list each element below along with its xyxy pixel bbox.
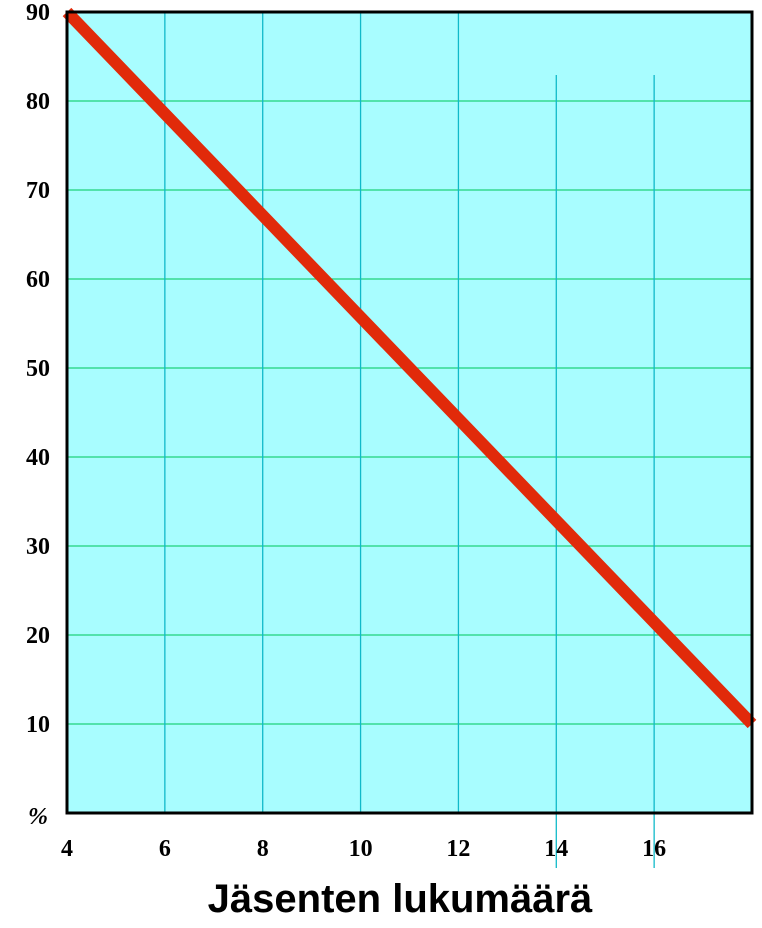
y-tick-label-20: 20 [26,623,50,649]
x-tick-label-14: 14 [544,836,568,862]
y-tick-label-70: 70 [26,178,50,204]
x-tick-label-16: 16 [642,836,666,862]
vertical-gridlines [164,12,655,868]
x-tick-label-6: 6 [159,836,171,862]
y-tick-label-40: 40 [26,445,50,471]
x-tick-label-8: 8 [257,836,269,862]
y-tick-label-50: 50 [26,356,50,382]
x-tick-label-10: 10 [349,836,373,862]
plot-frame [65,10,754,815]
data-lines [62,7,757,729]
plot-area [67,12,752,813]
series-line-0 [62,7,757,729]
y-tick-label-90: 90 [26,0,50,26]
x-tick-label-12: 12 [446,836,470,862]
y-tick-labels: 10 20 30 40 50 60 70 80 90 [26,0,50,738]
y-tick-label-10: 10 [26,712,50,738]
y-tick-label-60: 60 [26,267,50,293]
y-tick-label-30: 30 [26,534,50,560]
y-unit-label: % [28,804,48,830]
x-tick-label-4: 4 [61,836,73,862]
y-tick-label-80: 80 [26,89,50,115]
x-tick-labels: 4 6 8 10 12 14 16 [61,836,666,862]
x-axis-title: Jäsenten lukumäärä [208,877,593,921]
